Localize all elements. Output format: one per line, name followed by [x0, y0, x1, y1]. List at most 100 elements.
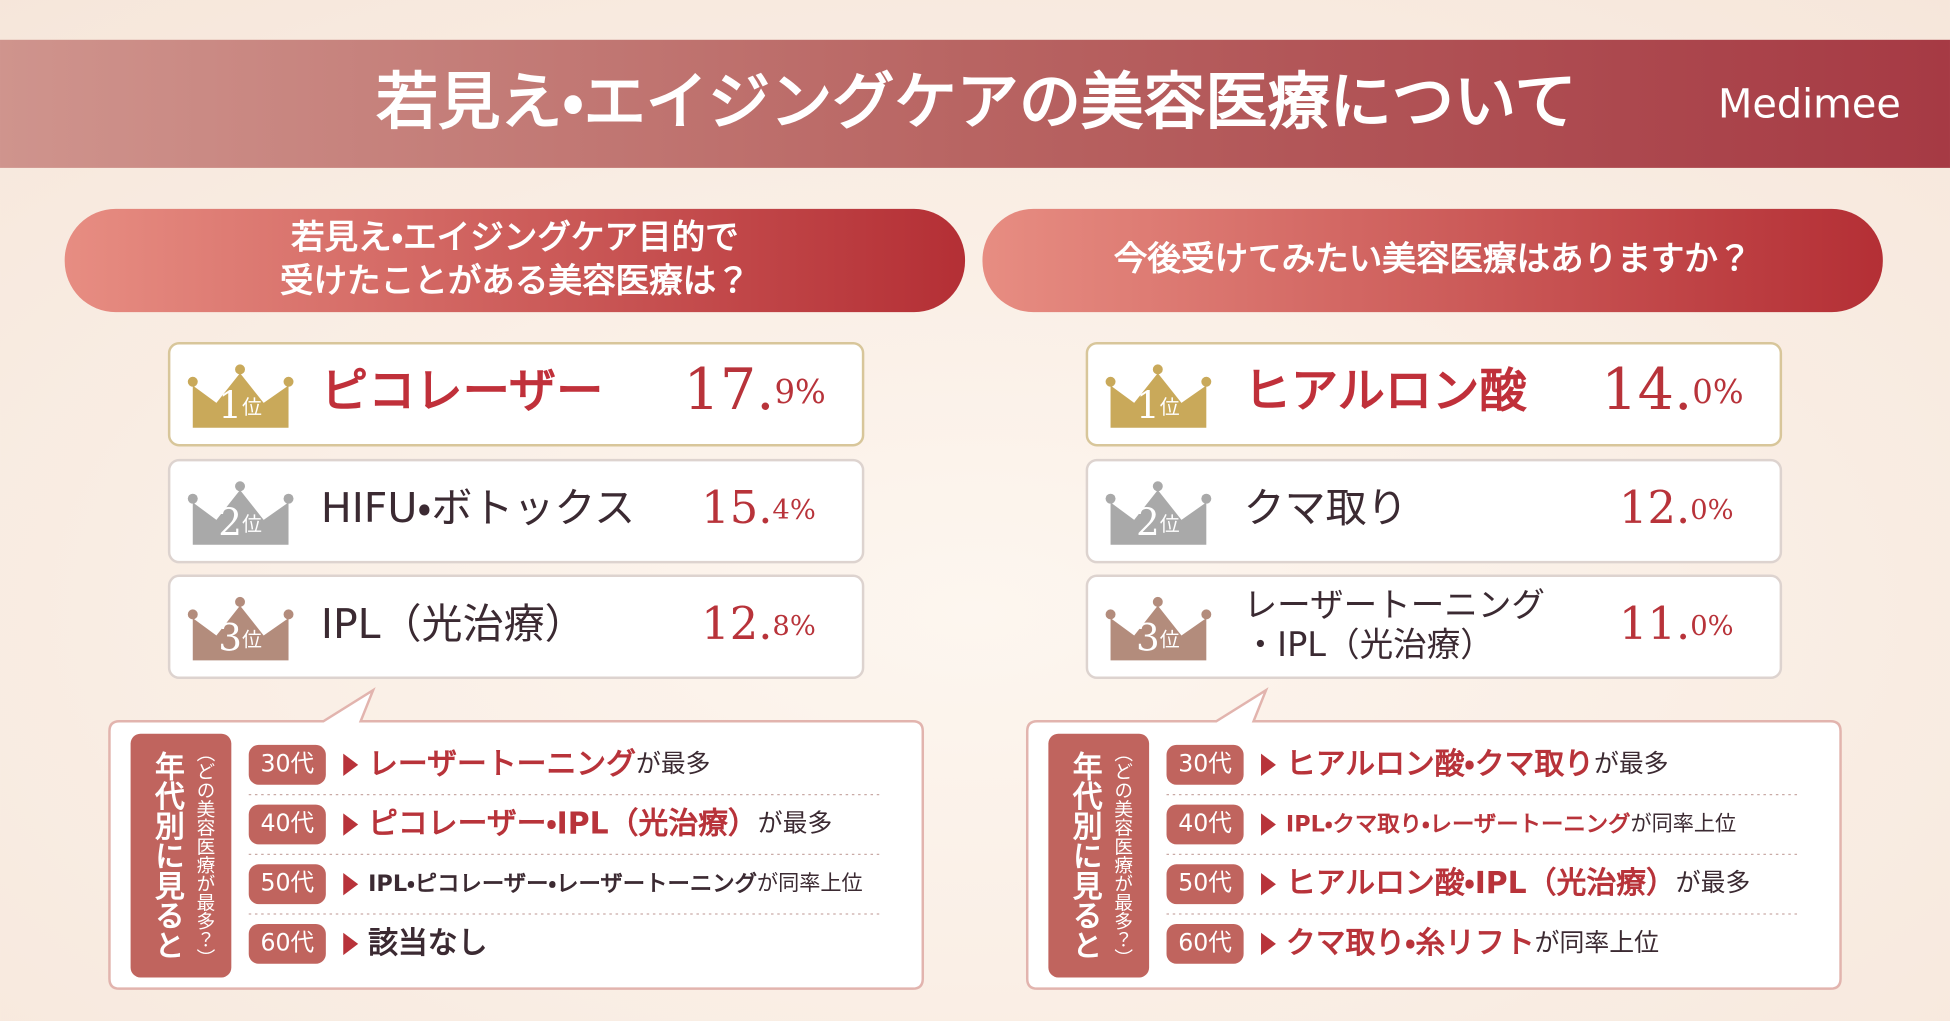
treatment-name: IPL（光治療）	[321, 600, 586, 648]
treatment-name: クマ取り	[1244, 484, 1408, 532]
age-suffix: が最多	[636, 749, 711, 778]
age-highlight: ヒアルロン酸・IPL（光治療）	[1286, 866, 1676, 901]
treatment-name: レーザートーニング	[1244, 585, 1545, 624]
rank-unit: 位	[1160, 512, 1180, 535]
treatment-name: ピコレーザー	[321, 364, 604, 419]
crown	[1110, 373, 1207, 428]
arrow	[1261, 873, 1276, 896]
arrow	[343, 753, 359, 777]
rank-number: 3	[218, 615, 242, 659]
header-band	[0, 39, 1950, 168]
rank-unit: 位	[1160, 395, 1180, 418]
rank-card	[167, 458, 865, 564]
age-suffix: が同率上位	[1535, 928, 1659, 957]
rank-unit: 位	[242, 512, 262, 535]
age-label: 40代	[1178, 809, 1232, 837]
percent-sub: 0%	[1690, 495, 1733, 526]
treatment-name: HIFU・ボトックス	[321, 484, 635, 532]
age-side-label: 年代別に見ると	[1067, 751, 1104, 960]
crown-jewel	[1105, 376, 1116, 387]
header-title: 若見え・エイジングケアの美容医療について	[376, 65, 1577, 138]
rank-card	[167, 341, 865, 447]
brand: Medimee	[1718, 81, 1901, 127]
crown-jewel	[283, 493, 294, 504]
age-highlight: IPL・ピコレーザー・レーザートーニング	[368, 870, 757, 897]
crown-jewel	[1105, 493, 1116, 504]
panel: 今後受けてみたい美容医療はありますか？1位 ヒアルロン酸 14.0%2位 クマ取り 12…	[982, 208, 1883, 990]
rank-unit: 位	[1160, 628, 1180, 651]
crown	[192, 489, 289, 545]
crown-jewel	[1152, 596, 1163, 607]
crown-jewel	[1152, 481, 1163, 492]
percent: 15.4%	[701, 481, 816, 534]
treatment-name: ヒアルロン酸	[1244, 364, 1528, 419]
arrow	[343, 873, 359, 896]
age-highlight: レーザートーニング	[368, 746, 636, 781]
age-pill	[248, 804, 326, 845]
percent: 12.0%	[1619, 481, 1734, 534]
crown-jewel	[1201, 609, 1212, 620]
age-side-box	[1048, 733, 1150, 978]
age-text: ヒアルロン酸・クマ取りが最多	[1286, 746, 1669, 781]
age-highlight: ピコレーザー・IPL（光治療）	[368, 806, 758, 841]
question-pill	[982, 208, 1883, 313]
crown-jewel	[235, 364, 246, 375]
percent-sub: 0%	[1692, 373, 1743, 411]
age-side-box	[130, 733, 232, 978]
rank-number: 3	[1136, 615, 1160, 659]
rank-label: 3位	[1136, 615, 1180, 659]
age-pill	[1166, 864, 1244, 905]
age-text: IPL・クマ取り・レーザートーニングが同率上位	[1286, 810, 1736, 837]
crown-jewel	[187, 493, 198, 504]
rank-label: 1位	[1136, 382, 1180, 426]
percent-main: 12.	[1619, 481, 1690, 534]
age-pill	[248, 744, 326, 785]
percent: 14.0%	[1601, 357, 1743, 423]
rank-label: 3位	[218, 615, 262, 659]
percent-main: 15.	[701, 481, 772, 534]
question-text: 若見え・エイジングケア目的で	[291, 216, 739, 256]
age-text: ピコレーザー・IPL（光治療）が最多	[368, 806, 832, 841]
percent-sub: 9%	[774, 373, 825, 411]
age-highlight: ヒアルロン酸・クマ取り	[1286, 746, 1594, 781]
age-label: 50代	[1178, 869, 1232, 897]
age-pill	[1166, 804, 1244, 845]
crown-jewel	[235, 596, 246, 607]
question-text: 受けたことがある美容医療は？	[280, 260, 750, 300]
crown-jewel	[1105, 609, 1116, 620]
arrow	[343, 813, 359, 836]
arrow	[1261, 813, 1276, 836]
question-text: 今後受けてみたい美容医療はありますか？	[1114, 238, 1752, 278]
question-pill	[64, 208, 966, 313]
age-pill	[248, 864, 326, 905]
rank-label: 2位	[1136, 499, 1180, 543]
crown-jewel	[283, 376, 294, 387]
age-text: 該当なし	[368, 925, 487, 960]
age-suffix: が最多	[1594, 749, 1669, 778]
age-text: クマ取り・糸リフトが同率上位	[1286, 925, 1659, 960]
crown-jewel	[1152, 364, 1163, 375]
age-pill	[1166, 923, 1244, 964]
age-highlight: 該当なし	[368, 925, 487, 960]
crown	[192, 605, 289, 661]
rank-unit: 位	[242, 395, 262, 418]
percent-main: 14.	[1601, 357, 1692, 423]
percent-main: 12.	[701, 596, 772, 649]
age-label: 60代	[1178, 928, 1232, 956]
age-pill	[1166, 744, 1244, 785]
percent-main: 11.	[1619, 596, 1690, 649]
age-suffix: が最多	[758, 809, 833, 838]
rank-card	[1085, 341, 1783, 447]
age-side-label: 年代別に見ると	[149, 751, 186, 960]
treatment-name: ・IPL（光治療）	[1244, 625, 1494, 664]
rank-number: 2	[218, 499, 242, 543]
crown	[1110, 605, 1207, 661]
crown-jewel	[235, 481, 246, 492]
percent: 12.8%	[701, 596, 816, 649]
age-side-sublabel: （どの美容医療が最多？）	[193, 744, 214, 968]
rank-label: 2位	[218, 499, 262, 543]
age-highlight: クマ取り・糸リフト	[1286, 925, 1535, 960]
age-pill	[248, 923, 326, 964]
